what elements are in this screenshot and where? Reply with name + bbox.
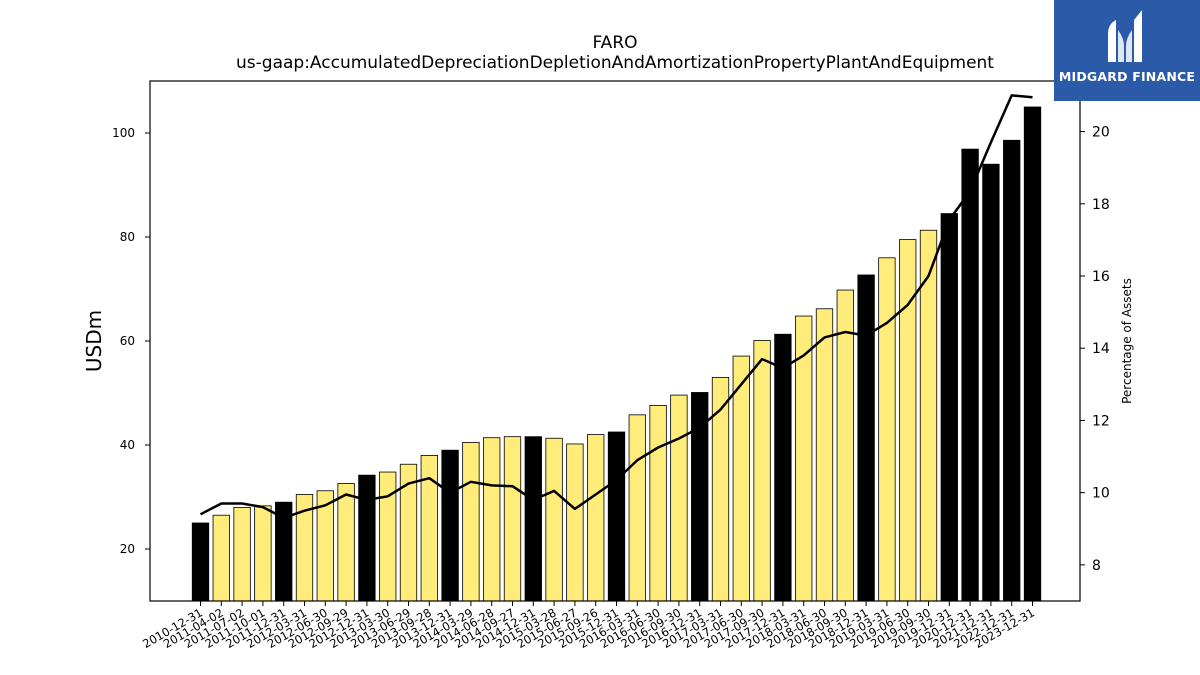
bar-2020-12-31 <box>961 148 979 602</box>
bar-2011-04-02 <box>212 514 230 602</box>
chart-subtitle: us-gaap:AccumulatedDepreciationDepletion… <box>236 53 994 73</box>
bar-2011-07-02 <box>233 506 251 602</box>
bar-2016-06-30 <box>649 405 667 602</box>
y-tick-label: 80 <box>120 230 135 244</box>
y2-tick-label: 18 <box>1092 197 1110 213</box>
bar-2019-12-31 <box>940 213 958 602</box>
y2-tick-label: 10 <box>1092 486 1110 502</box>
y-tick-label: 60 <box>120 334 135 348</box>
y2-tick-label: 8 <box>1092 558 1101 574</box>
y-axis-left-label: USDm <box>82 309 106 373</box>
bar-2022-12-31 <box>1003 139 1021 602</box>
bar-2010-12-31 <box>191 522 210 602</box>
y-tick-label: 20 <box>120 542 135 556</box>
bar-2014-03-29 <box>462 441 480 602</box>
y-axis-right-label: Percentage of Assets <box>1120 278 1134 404</box>
logo-text: MIDGARD FINANCE <box>1058 69 1196 84</box>
bar-2019-06-30 <box>899 239 917 602</box>
bar-2018-12-31 <box>857 274 875 602</box>
y-tick-label: 100 <box>112 126 135 140</box>
bar-2014-06-28 <box>483 437 501 602</box>
logo-mark-icon <box>1108 10 1142 62</box>
bar-2016-09-30 <box>670 394 688 602</box>
bar-2019-03-31 <box>878 257 896 602</box>
bar-2015-06-27 <box>566 443 584 602</box>
bar-2015-12-31 <box>607 431 626 602</box>
pct-assets-line <box>199 94 1033 520</box>
y2-tick-label: 12 <box>1092 413 1110 429</box>
bar-2015-09-26 <box>587 434 605 602</box>
midgard-finance-logo: MIDGARD FINANCE <box>1054 0 1200 101</box>
bar-2011-10-01 <box>254 505 272 602</box>
bar-2012-09-29 <box>337 483 355 602</box>
bar-2013-12-31 <box>441 449 459 602</box>
bar-2016-03-31 <box>628 414 646 602</box>
bar-2014-09-27 <box>503 436 522 602</box>
bar-2012-12-31 <box>358 474 376 602</box>
chart-title: FARO <box>592 33 638 53</box>
bar-2018-09-30 <box>836 289 854 602</box>
bar-2017-09-30 <box>753 340 771 602</box>
y2-tick-label: 16 <box>1092 269 1110 285</box>
y-tick-label: 40 <box>120 438 135 452</box>
bar-2021-12-31 <box>982 163 1000 602</box>
bar-2015-03-28 <box>545 437 563 602</box>
bar-2017-12-31 <box>774 333 792 602</box>
y2-tick-label: 14 <box>1092 341 1110 357</box>
bar-2014-12-31 <box>524 436 542 602</box>
bar-2018-06-30 <box>815 308 834 602</box>
y2-tick-label: 20 <box>1092 125 1110 141</box>
bar-2023-12-31 <box>1023 106 1042 602</box>
